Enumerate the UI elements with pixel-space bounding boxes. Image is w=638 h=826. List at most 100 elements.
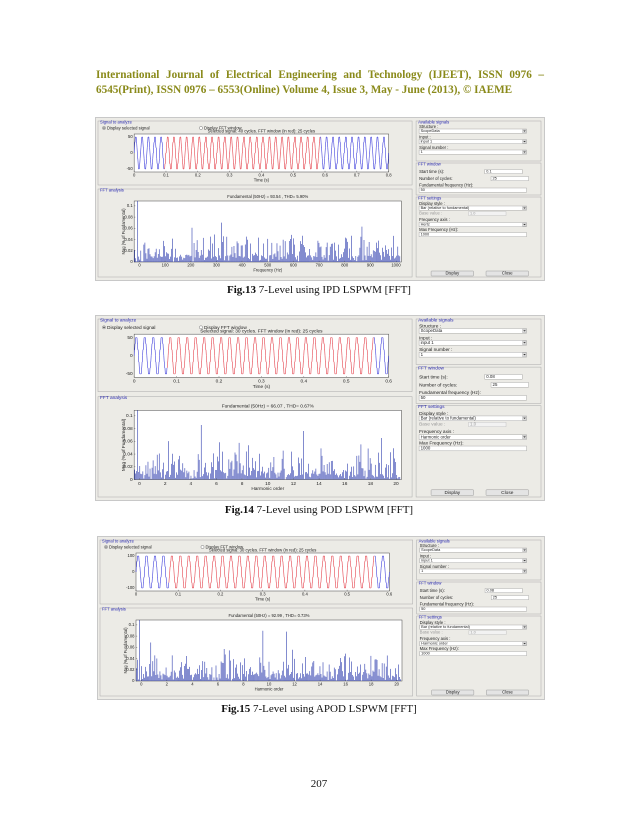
fft-xtick-label: 300 <box>213 263 221 268</box>
display-button-label: Display <box>446 690 461 695</box>
fundamental-frequency-input[interactable] <box>418 187 527 193</box>
close-button-label: Close <box>502 690 513 695</box>
base-value-input[interactable] <box>468 630 507 635</box>
input-label: Input : <box>420 554 432 559</box>
frequency-axis-label: Frequency axis : <box>419 217 450 222</box>
display-style-select[interactable] <box>418 415 527 421</box>
cycles-label: Number of cycles: <box>419 176 453 181</box>
close-button[interactable] <box>485 489 529 496</box>
signal-number-select[interactable] <box>419 568 527 574</box>
signal-ytick-label: 100 <box>127 553 135 558</box>
display-fft-radio[interactable] <box>199 126 203 130</box>
signal-ytick-label: 50 <box>128 134 133 139</box>
display-style-label: Display style : <box>419 411 448 417</box>
fft-ytick-label: 0.06 <box>125 226 134 231</box>
figure-13-fft-tool: Signal to analyze Display selected signal… <box>95 117 545 281</box>
display-fft-radio[interactable] <box>200 545 205 549</box>
max-frequency-input[interactable] <box>418 232 527 237</box>
display-button[interactable] <box>430 270 474 277</box>
signal-waveform-pre <box>133 337 168 375</box>
fft-ylabel: Mag (% of Fundamental) <box>121 208 126 255</box>
fundamental-frequency-label: Fundamental frequency (Hz): <box>419 390 481 396</box>
close-button[interactable] <box>486 689 529 696</box>
fft-panel-title: FFT analysis <box>100 395 128 401</box>
fundamental-frequency-value: 50 <box>421 188 425 192</box>
cycles-input[interactable] <box>490 382 529 388</box>
base-value-label: Base value : <box>419 211 442 216</box>
max-frequency-input[interactable] <box>419 651 527 656</box>
chevron-down-icon <box>523 643 526 645</box>
signal-xtick-label: 0.4 <box>300 379 307 385</box>
fft-xtick-label: 2 <box>164 481 167 487</box>
signal-info-text: Selected signal: 30 cycles. FFT window (… <box>209 548 316 553</box>
signal-xlabel: Time (s) <box>254 177 270 182</box>
display-style-select[interactable] <box>418 205 527 211</box>
cycles-value: 25 <box>493 596 497 600</box>
fft-ytick-label: 0.08 <box>123 426 133 432</box>
base-value-label: Base value : <box>420 630 443 635</box>
cycles-input[interactable] <box>490 176 529 181</box>
signal-number-select-value: 1 <box>421 352 424 357</box>
signal-xtick-label: 0.1 <box>175 592 181 597</box>
structure-select[interactable] <box>419 547 527 553</box>
structure-select-value: ScopeData <box>421 548 441 552</box>
display-fft-label: Display FFT window <box>204 125 243 130</box>
signal-xtick-label: 0.4 <box>302 592 308 597</box>
frequency-axis-select[interactable] <box>418 222 527 227</box>
base-value-input[interactable] <box>468 421 507 427</box>
display-style-label: Display style : <box>420 620 446 625</box>
display-fft-radio[interactable] <box>199 325 203 330</box>
fft-settings-title: FFT settings <box>419 615 442 620</box>
fundamental-frequency-value: 50 <box>421 607 425 611</box>
chevron-down-icon <box>523 417 526 419</box>
display-selected-label: Display selected signal <box>109 544 152 549</box>
available-signals-panel <box>415 318 542 365</box>
signal-number-select[interactable] <box>418 352 527 358</box>
journal-header-line-1: International Journal of Electrical Engi… <box>96 69 544 81</box>
signal-waveform-fft-window <box>168 555 375 589</box>
frequency-axis-select[interactable] <box>418 434 527 440</box>
frequency-axis-select[interactable] <box>419 641 527 646</box>
fft-panel-title: FFT analysis <box>100 188 124 193</box>
fundamental-thd-text: Fundamental (50Hz) = 66.07 , THD= 0.67% <box>222 403 315 409</box>
start-time-input[interactable] <box>484 169 523 174</box>
signal-number-select-value: 1 <box>421 150 423 154</box>
structure-select[interactable] <box>418 328 527 334</box>
input-select[interactable] <box>418 139 527 144</box>
cycles-value: 25 <box>493 382 498 387</box>
fft-settings-title: FFT settings <box>418 196 441 201</box>
display-style-select-value: Bar (relative to fundamental) <box>421 206 470 210</box>
fft-xtick-label: 16 <box>343 682 348 687</box>
fft-window-title: FFT window <box>418 162 442 167</box>
fft-xtick-label: 8 <box>241 481 244 487</box>
fft-ytick-label: 0.02 <box>123 464 133 470</box>
start-time-input[interactable] <box>484 374 523 380</box>
figure-15-fft-tool: Signal to analyze Display selected signal… <box>97 536 545 700</box>
fft-xtick-label: 12 <box>291 481 297 487</box>
cycles-input[interactable] <box>491 595 529 600</box>
input-label: Input : <box>419 135 431 140</box>
cycles-label: Number of cycles: <box>420 595 454 600</box>
fundamental-frequency-input[interactable] <box>419 606 527 612</box>
frequency-axis-label: Frequency axis : <box>419 429 454 435</box>
base-value-input[interactable] <box>468 211 507 216</box>
max-frequency-input[interactable] <box>418 445 527 452</box>
signal-number-select[interactable] <box>418 149 527 155</box>
fft-panel-title: FFT analysis <box>102 607 126 612</box>
fft-xtick-label: 4 <box>189 481 192 487</box>
structure-select[interactable] <box>418 128 527 134</box>
input-select[interactable] <box>418 340 527 346</box>
fft-panel-frame <box>97 396 413 498</box>
signal-xtick-label: 0.2 <box>195 173 201 178</box>
figure-13-caption: Fig.13 7-Level using IPD LSPWM [FFT] <box>0 284 638 296</box>
start-time-input[interactable] <box>484 588 523 593</box>
display-button[interactable] <box>431 689 475 696</box>
input-select[interactable] <box>419 558 527 563</box>
signal-xtick-label: 0.2 <box>216 379 223 385</box>
display-style-select[interactable] <box>419 624 527 630</box>
close-button-label: Close <box>501 490 514 496</box>
close-button[interactable] <box>485 270 529 277</box>
display-button[interactable] <box>430 489 474 496</box>
fundamental-frequency-input[interactable] <box>418 395 527 401</box>
